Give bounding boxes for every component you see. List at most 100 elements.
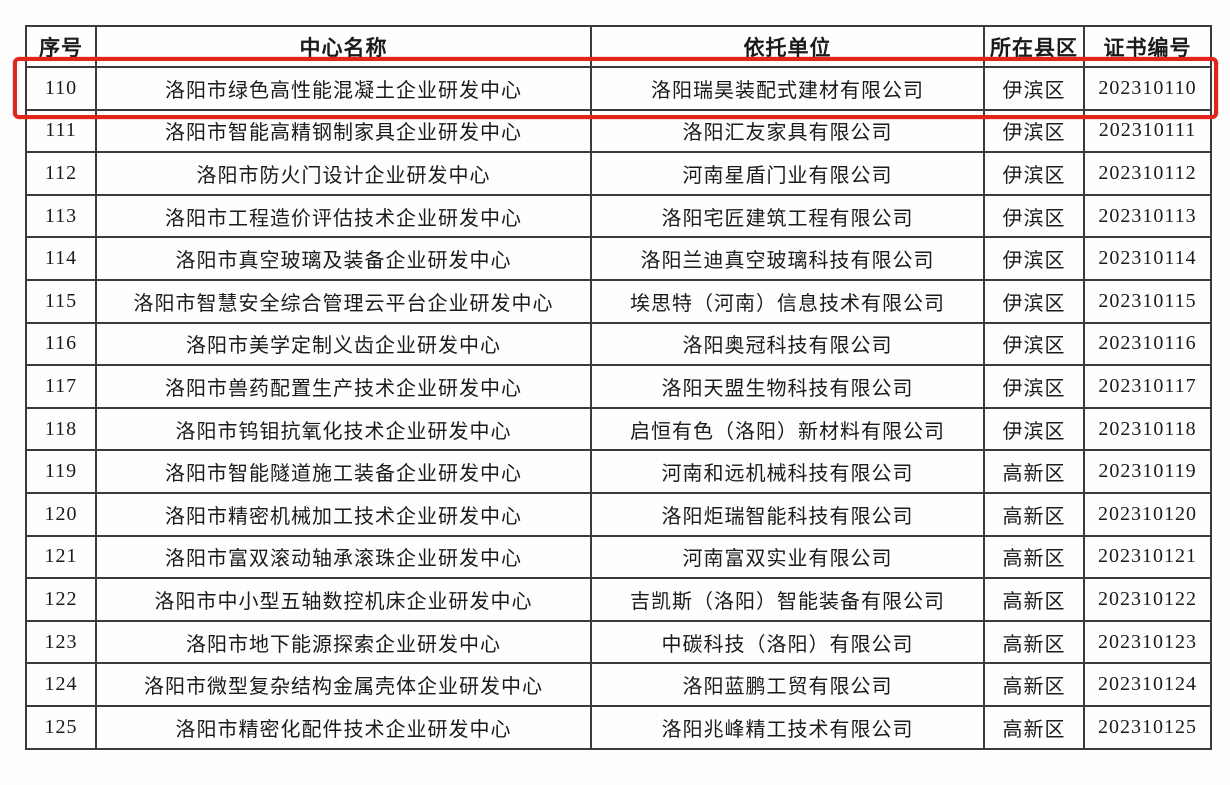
center-name-cell: 洛阳市中小型五轴数控机床企业研发中心 [95, 577, 592, 622]
org-cell: 洛阳蓝鹏工贸有限公司 [590, 662, 985, 707]
row-index-cell: 119 [25, 449, 97, 494]
table-row: 115 洛阳市智慧安全综合管理云平台企业研发中心 埃思特（河南）信息技术有限公司 伊滨… [25, 278, 1212, 324]
district-cell: 高新区 [983, 534, 1085, 580]
district-cell: 伊滨区 [983, 364, 1085, 409]
column-header-org: 依托单位 [590, 25, 985, 68]
row-index-cell: 117 [25, 364, 97, 409]
district-cell: 伊滨区 [983, 108, 1085, 154]
center-name-cell: 洛阳市富双滚动轴承滚珠企业研发中心 [95, 534, 592, 580]
district-cell: 高新区 [983, 449, 1085, 494]
center-name-cell: 洛阳市精密化配件技术企业研发中心 [95, 704, 592, 750]
center-name-cell: 洛阳市精密机械加工技术企业研发中心 [95, 491, 592, 537]
table-body: 110 洛阳市绿色高性能混凝土企业研发中心 洛阳瑞昊装配式建材有限公司 伊滨区 2023… [25, 66, 1212, 750]
table-row: 112 洛阳市防火门设计企业研发中心 河南星盾门业有限公司 伊滨区 202310112 [25, 151, 1212, 196]
certification-table: 序号 中心名称 依托单位 所在县区 证书编号 110 洛阳市绿色高性能混凝土企业研发中心洛… [25, 25, 1212, 750]
center-name-cell: 洛阳市微型复杂结构金属壳体企业研发中心 [95, 662, 592, 707]
cert-number-cell: 202310113 [1083, 193, 1212, 239]
center-name-cell: 洛阳市美学定制义齿企业研发中心 [95, 321, 592, 367]
table-row: 120 洛阳市精密机械加工技术企业研发中心 洛阳炬瑞智能科技有限公司 高新区 20231… [25, 491, 1212, 537]
center-name-cell: 洛阳市钨钼抗氧化技术企业研发中心 [95, 406, 592, 452]
center-name-cell: 洛阳市工程造价评估技术企业研发中心 [95, 193, 592, 239]
row-index-cell: 125 [25, 704, 97, 750]
district-cell: 伊滨区 [983, 236, 1085, 281]
table-row: 123 洛阳市地下能源探索企业研发中心 中碳科技（洛阳）有限公司 高新区 2023101… [25, 619, 1212, 665]
column-header-cert: 证书编号 [1083, 25, 1212, 68]
cert-number-cell: 202310123 [1083, 619, 1212, 665]
column-header-district: 所在县区 [983, 25, 1085, 68]
table-row: 111 洛阳市智能高精钢制家具企业研发中心 洛阳汇友家具有限公司 伊滨区 2023101… [25, 108, 1212, 154]
table-row: 113 洛阳市工程造价评估技术企业研发中心 洛阳宅匠建筑工程有限公司 伊滨区 20231… [25, 193, 1212, 239]
table-header: 序号 中心名称 依托单位 所在县区 证书编号 [25, 25, 1212, 68]
table-row: 121 洛阳市富双滚动轴承滚珠企业研发中心 河南富双实业有限公司 高新区 2023101… [25, 534, 1212, 580]
row-index-cell: 113 [25, 193, 97, 239]
row-index-cell: 111 [25, 108, 97, 154]
row-index-cell: 114 [25, 236, 97, 281]
row-index-cell: 116 [25, 321, 97, 367]
table-row: 117 洛阳市兽药配置生产技术企业研发中心 洛阳天盟生物科技有限公司 伊滨区 20231… [25, 364, 1212, 409]
cert-number-cell: 202310117 [1083, 364, 1212, 409]
org-cell: 河南星盾门业有限公司 [590, 151, 985, 196]
org-cell: 河南富双实业有限公司 [590, 534, 985, 580]
header-row: 序号 中心名称 依托单位 所在县区 证书编号 [25, 25, 1212, 68]
table-row: 125 洛阳市精密化配件技术企业研发中心 洛阳兆峰精工技术有限公司 高新区 202310… [25, 704, 1212, 750]
center-name-cell: 洛阳市地下能源探索企业研发中心 [95, 619, 592, 665]
row-index-cell: 112 [25, 151, 97, 196]
row-index-cell: 124 [25, 662, 97, 707]
district-cell: 伊滨区 [983, 151, 1085, 196]
cert-number-cell: 202310112 [1083, 151, 1212, 196]
row-index-cell: 122 [25, 577, 97, 622]
cert-number-cell: 202310125 [1083, 704, 1212, 750]
center-name-cell: 洛阳市防火门设计企业研发中心 [95, 151, 592, 196]
row-index-cell: 118 [25, 406, 97, 452]
cert-number-cell: 202310124 [1083, 662, 1212, 707]
org-cell: 洛阳汇友家具有限公司 [590, 108, 985, 154]
cert-number-cell: 202310114 [1083, 236, 1212, 281]
cert-number-cell: 202310122 [1083, 577, 1212, 622]
district-cell: 高新区 [983, 662, 1085, 707]
table-row: 122 洛阳市中小型五轴数控机床企业研发中心 吉凯斯（洛阳）智能装备有限公司 高新区 2… [25, 577, 1212, 622]
row-index-cell: 120 [25, 491, 97, 537]
column-header-no: 序号 [25, 25, 97, 68]
center-name-cell: 洛阳市智慧安全综合管理云平台企业研发中心 [95, 278, 592, 324]
row-index-cell: 123 [25, 619, 97, 665]
org-cell: 洛阳瑞昊装配式建材有限公司 [590, 66, 985, 111]
cert-number-cell: 202310110 [1083, 66, 1212, 111]
cert-number-cell: 202310120 [1083, 491, 1212, 537]
center-name-cell: 洛阳市兽药配置生产技术企业研发中心 [95, 364, 592, 409]
org-cell: 埃思特（河南）信息技术有限公司 [590, 278, 985, 324]
district-cell: 高新区 [983, 577, 1085, 622]
cert-number-cell: 202310121 [1083, 534, 1212, 580]
org-cell: 洛阳兆峰精工技术有限公司 [590, 704, 985, 750]
district-cell: 伊滨区 [983, 193, 1085, 239]
cert-number-cell: 202310111 [1083, 108, 1212, 154]
district-cell: 伊滨区 [983, 321, 1085, 367]
column-header-center: 中心名称 [95, 25, 592, 68]
table-row: 114 洛阳市真空玻璃及装备企业研发中心 洛阳兰迪真空玻璃科技有限公司 伊滨区 2023… [25, 236, 1212, 281]
table-row: 110 洛阳市绿色高性能混凝土企业研发中心 洛阳瑞昊装配式建材有限公司 伊滨区 2023… [25, 66, 1212, 111]
table-row: 118 洛阳市钨钼抗氧化技术企业研发中心 启恒有色（洛阳）新材料有限公司 伊滨区 202… [25, 406, 1212, 452]
org-cell: 河南和远机械科技有限公司 [590, 449, 985, 494]
org-cell: 中碳科技（洛阳）有限公司 [590, 619, 985, 665]
center-name-cell: 洛阳市真空玻璃及装备企业研发中心 [95, 236, 592, 281]
org-cell: 洛阳天盟生物科技有限公司 [590, 364, 985, 409]
table-row: 119 洛阳市智能隧道施工装备企业研发中心 河南和远机械科技有限公司 高新区 20231… [25, 449, 1212, 494]
table-row: 124 洛阳市微型复杂结构金属壳体企业研发中心 洛阳蓝鹏工贸有限公司 高新区 20231… [25, 662, 1212, 707]
district-cell: 伊滨区 [983, 66, 1085, 111]
cert-number-cell: 202310119 [1083, 449, 1212, 494]
org-cell: 启恒有色（洛阳）新材料有限公司 [590, 406, 985, 452]
district-cell: 伊滨区 [983, 406, 1085, 452]
table-row: 116 洛阳市美学定制义齿企业研发中心 洛阳奥冠科技有限公司 伊滨区 202310116 [25, 321, 1212, 367]
row-index-cell: 115 [25, 278, 97, 324]
row-index-cell: 110 [25, 66, 97, 111]
center-name-cell: 洛阳市智能隧道施工装备企业研发中心 [95, 449, 592, 494]
district-cell: 高新区 [983, 491, 1085, 537]
cert-number-cell: 202310116 [1083, 321, 1212, 367]
cert-number-cell: 202310115 [1083, 278, 1212, 324]
org-cell: 洛阳兰迪真空玻璃科技有限公司 [590, 236, 985, 281]
cert-number-cell: 202310118 [1083, 406, 1212, 452]
row-index-cell: 121 [25, 534, 97, 580]
org-cell: 洛阳奥冠科技有限公司 [590, 321, 985, 367]
org-cell: 吉凯斯（洛阳）智能装备有限公司 [590, 577, 985, 622]
district-cell: 高新区 [983, 619, 1085, 665]
